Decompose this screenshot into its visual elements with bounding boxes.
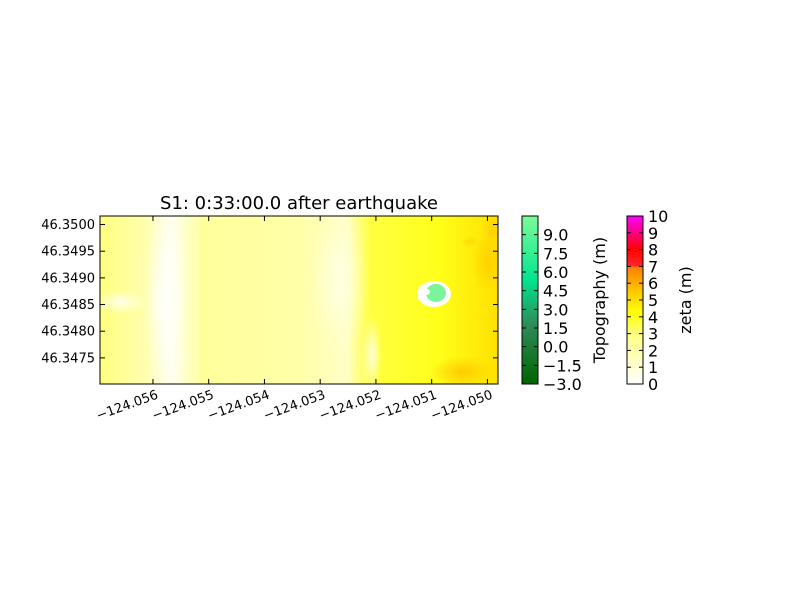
y-tick-label: 46.3485 [41,298,95,313]
deep-water-patch [482,216,498,246]
island-land [422,289,430,295]
island-land [426,284,446,302]
colorbar-tick-label: 7 [648,257,658,276]
x-tick-label: −124.052 [317,388,383,424]
y-tick-label: 46.3500 [41,218,95,233]
colorbar-tick-label: 2 [648,341,658,360]
colorbar-tick-label: 4.5 [543,282,568,301]
topography-colorbar-frame [521,215,539,385]
y-tick-label: 46.3480 [41,325,95,340]
colorbar-tick-label: 1 [648,358,658,377]
topography-colorbar-label: Topography (m) [590,237,609,364]
colorbar-tick-label: 9.0 [543,226,568,245]
topography-colorbar-fill [522,216,538,384]
pale-band [143,216,187,384]
colorbar-tick-label: 0.0 [543,338,568,357]
deep-water-patch [472,232,498,292]
colorbar-tick-label: 10 [648,207,668,226]
colorbar-tick-label: 8 [648,241,658,260]
colorbar-tick-label: 5 [648,291,658,310]
colorbar-tick-label: 4 [648,308,658,327]
colorbar-tick-label: −1.5 [543,356,582,375]
pale-band [310,216,370,350]
y-tick-label: 46.3490 [41,271,95,286]
y-tick-label: 46.3475 [41,351,95,366]
zeta-colorbar-label: zeta (m) [676,266,695,333]
colorbar-tick-label: 9 [648,224,658,243]
colorbar-tick-label: 0 [648,375,658,394]
x-tick-label: −124.055 [150,388,216,424]
y-axis: 46.3475 46.3480 46.3485 46.3490 46.3495 46.35… [41,218,498,366]
deep-water-patch [460,236,480,248]
plot-frame [99,215,499,385]
x-tick-label: −124.054 [206,388,272,424]
pale-band [362,315,382,384]
x-tick-label: −124.051 [373,388,439,424]
topography-colorbar: −3.0−1.50.01.53.04.56.07.59.0 Topography… [521,215,609,394]
colorbar-tick-label: 7.5 [543,244,568,263]
pale-band [100,290,146,314]
colorbar-tick-label: 6.0 [543,263,568,282]
chart-title: S1: 0:33:00.0 after earthquake [160,193,438,214]
colorbar-tick-label: 3.0 [543,300,568,319]
x-tick-label: −124.056 [94,388,160,424]
colorbar-tick-label: 1.5 [543,319,568,338]
zeta-colorbar-fill [627,216,643,384]
plot-area [100,216,498,384]
y-tick-label: 46.3495 [41,245,95,260]
colorbar-tick-label: 3 [648,325,658,344]
colorbar-tick-label: −3.0 [543,375,582,394]
x-tick-label: −124.050 [429,388,495,424]
x-tick-label: −124.053 [262,388,328,424]
deep-water-patch [430,356,494,384]
colorbar-tick-label: 6 [648,274,658,293]
